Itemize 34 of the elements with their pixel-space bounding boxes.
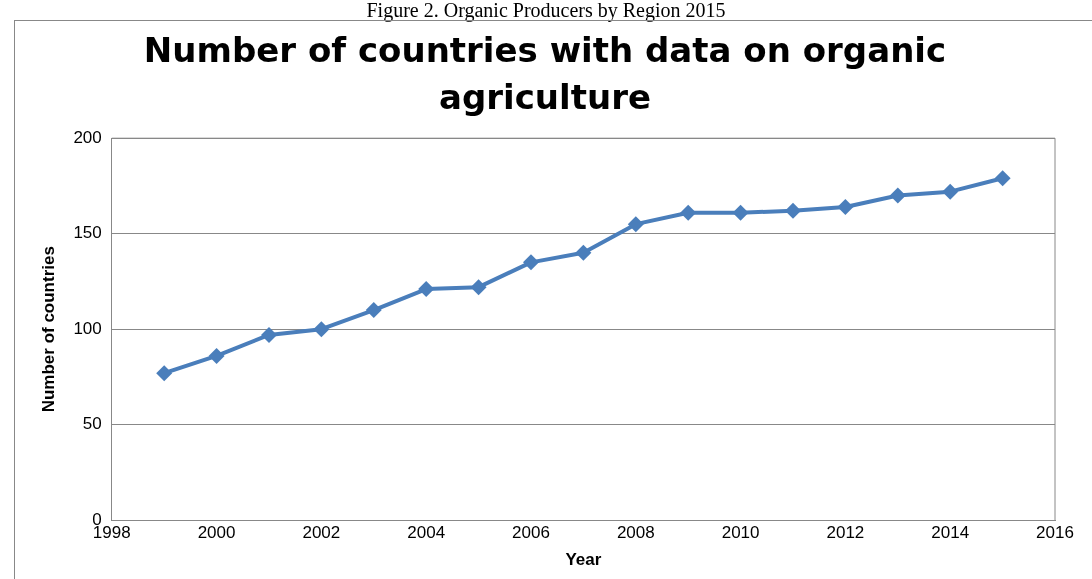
x-tick-label: 2014 bbox=[931, 523, 970, 543]
x-tick-label: 2004 bbox=[407, 523, 446, 543]
point bbox=[208, 347, 225, 364]
point bbox=[784, 202, 801, 219]
caption: Figure 2. Organic Producers by Region 2015 bbox=[365, 0, 727, 21]
point bbox=[575, 244, 592, 261]
point bbox=[680, 204, 697, 221]
point bbox=[522, 254, 539, 271]
point bbox=[837, 198, 854, 215]
point bbox=[365, 302, 382, 319]
chart-title: Number of countries with data on organic agriculture bbox=[143, 29, 947, 118]
y-tick-label: 100 bbox=[73, 318, 102, 338]
point bbox=[994, 170, 1011, 187]
y-tick-label: 50 bbox=[82, 414, 102, 434]
x-tick-label: 2002 bbox=[302, 523, 341, 543]
x-tick-label: 2016 bbox=[1036, 523, 1074, 543]
point bbox=[156, 365, 173, 382]
x-tick-label: 2010 bbox=[721, 523, 760, 543]
x-axis-title: Year bbox=[565, 550, 602, 570]
point bbox=[418, 281, 435, 298]
y-tick-label: 200 bbox=[73, 127, 102, 147]
point bbox=[313, 321, 330, 338]
point bbox=[942, 183, 959, 200]
x-tick-label: 2012 bbox=[826, 523, 865, 543]
x-tick-label: 2000 bbox=[197, 523, 236, 543]
point bbox=[889, 187, 906, 204]
point bbox=[627, 216, 644, 233]
y-axis-title: Number of countries bbox=[38, 246, 58, 413]
point bbox=[732, 204, 749, 221]
x-tick-label: 2006 bbox=[512, 523, 550, 543]
point bbox=[470, 279, 487, 296]
x-tick-label: 2008 bbox=[616, 523, 655, 543]
point bbox=[260, 326, 277, 343]
y-tick-label: 150 bbox=[73, 223, 102, 243]
